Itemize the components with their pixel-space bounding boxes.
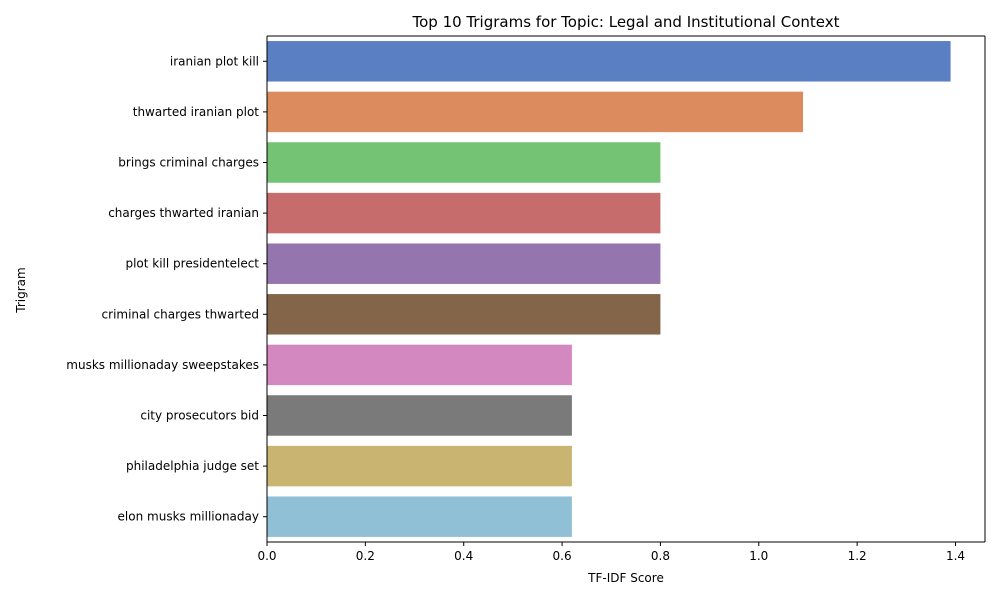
bar-2 [267,91,804,133]
y-tick-label: charges thwarted iranian [108,206,259,220]
x-tick-label: 0.0 [257,549,276,563]
x-axis-label: TF-IDF Score [587,571,664,585]
x-tick-label: 1.4 [946,549,965,563]
x-tick-label: 0.2 [356,549,375,563]
x-tick-label: 1.0 [749,549,768,563]
bar-9 [267,445,572,487]
x-tick-label: 0.4 [454,549,473,563]
bar-4 [267,192,661,234]
x-axis-ticks: 0.0 0.2 0.4 0.6 0.8 1.0 1.2 1.4 [257,542,965,563]
bar-1 [267,41,951,82]
bar-5 [267,243,661,284]
axes-frame [266,35,986,543]
y-tick-label: philadelphia judge set [126,459,259,473]
y-tick-label: elon musks millionaday [118,510,259,524]
y-tick-label: thwarted iranian plot [133,105,260,119]
y-tick-label: plot kill presidentelect [125,257,259,271]
x-tick-label: 0.6 [553,549,572,563]
bar-10 [267,496,572,537]
chart-title: Top 10 Trigrams for Topic: Legal and Ins… [411,13,839,31]
y-tick-label: city prosecutors bid [140,409,259,423]
y-axis-label: Trigram [14,267,28,313]
bar-3 [267,142,661,183]
x-tick-label: 0.8 [651,549,670,563]
x-tick-label: 1.2 [848,549,867,563]
bar-8 [267,395,572,436]
bars-group [267,41,951,537]
y-tick-label: musks millionaday sweepstakes [66,358,259,372]
y-tick-label: iranian plot kill [170,54,259,68]
bar-6 [267,294,661,335]
y-tick-label: criminal charges thwarted [102,307,259,321]
y-axis-ticks: iranian plot kill thwarted iranian plot br… [66,54,267,524]
y-tick-label: brings criminal charges [118,156,259,170]
bar-7 [267,344,572,386]
